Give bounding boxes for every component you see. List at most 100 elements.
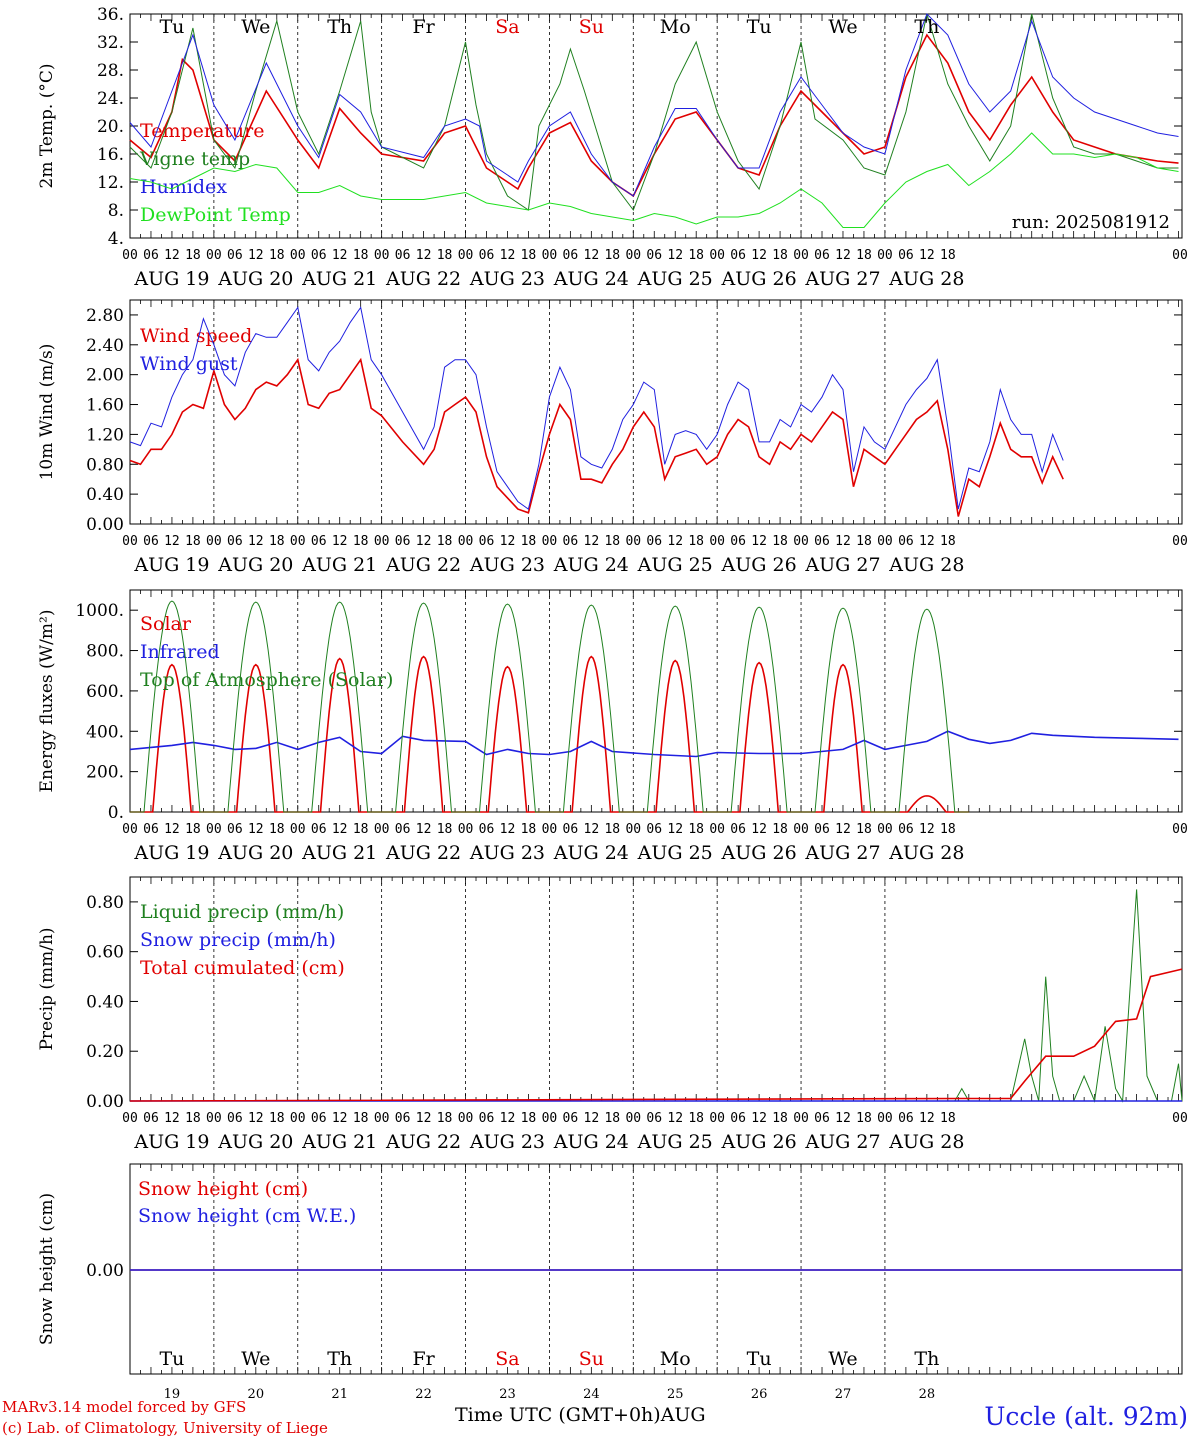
y-tick-label: 8.: [108, 201, 124, 221]
hour-tick-label: 12: [919, 534, 935, 549]
day-name-label: We: [241, 1348, 270, 1370]
hour-tick-label: 18: [521, 1111, 537, 1126]
hour-tick-label: 18: [353, 1111, 369, 1126]
legend-item: Top of Atmosphere (Solar): [140, 669, 393, 691]
hour-tick-label: 06: [311, 1111, 327, 1126]
legend-item: Total cumulated (cm): [140, 957, 345, 979]
hour-tick-label: 06: [227, 534, 243, 549]
series-line-total-cumulated-cm-: [129, 968, 1183, 1102]
date-label: AUG 21: [301, 554, 377, 576]
y-axis-label: Precip (mm/h): [37, 927, 57, 1050]
date-label: AUG 26: [721, 1131, 797, 1153]
date-label: AUG 21: [301, 1131, 377, 1153]
hour-tick-label: 06: [311, 534, 327, 549]
hour-tick-label: 00: [625, 822, 641, 837]
date-label: AUG 22: [385, 842, 461, 864]
legend-item: Snow height (cm W.E.): [138, 1205, 356, 1227]
hour-tick-label: 12: [500, 822, 516, 837]
hour-tick-label: 06: [814, 1111, 830, 1126]
day-name-label: Th: [327, 16, 352, 38]
hour-tick-label: 06: [311, 822, 327, 837]
date-label: AUG 21: [301, 842, 377, 864]
hour-tick-label: 18: [604, 822, 620, 837]
run-label: run: 2025081912: [1012, 212, 1170, 233]
hour-tick-label: 12: [667, 248, 683, 263]
hour-tick-label: 06: [227, 248, 243, 263]
hour-tick-label: 12: [332, 822, 348, 837]
hour-tick-label: 00: [122, 1111, 138, 1126]
hour-tick-label: 18: [269, 822, 285, 837]
legend-item: Wind gust: [140, 353, 238, 375]
y-tick-label: 0.80: [86, 455, 124, 475]
hour-tick-label: 06: [311, 248, 327, 263]
y-tick-label: 36.: [97, 5, 124, 25]
hour-tick-label: 00: [793, 822, 809, 837]
hour-tick-label: 06: [898, 534, 914, 549]
hour-tick-label: 06: [646, 534, 662, 549]
y-tick-label: 600.: [86, 682, 124, 702]
day-name-label: We: [828, 16, 857, 38]
date-label: AUG 23: [469, 1131, 545, 1153]
date-label: AUG 23: [469, 554, 545, 576]
hour-tick-label: 18: [688, 1111, 704, 1126]
hour-tick-label: 18: [772, 822, 788, 837]
hour-tick-label: 18: [772, 248, 788, 263]
hour-tick-label: 06: [814, 822, 830, 837]
series-line-dewpoint-temp: [129, 132, 1179, 228]
hour-tick-label: 12: [164, 1111, 180, 1126]
legend-item: Vigne temp: [139, 148, 250, 170]
day-number-label: 28: [919, 1387, 936, 1402]
hour-tick-label: 12: [248, 1111, 264, 1126]
series-line-top-of-atmosphere-solar-: [130, 600, 969, 813]
date-label: AUG 28: [888, 268, 964, 290]
hour-tick-label: 18: [604, 534, 620, 549]
hour-tick-label: 06: [563, 1111, 579, 1126]
hour-tick-label: 12: [667, 534, 683, 549]
hour-tick-label: 00: [542, 248, 558, 263]
hour-tick-label: 06: [646, 1111, 662, 1126]
day-number-label: 21: [331, 1387, 348, 1402]
hour-tick-label: 00: [709, 822, 725, 837]
hour-tick-label: 18: [940, 248, 956, 263]
day-name-label: Tu: [747, 1348, 772, 1370]
date-label: AUG 21: [301, 268, 377, 290]
date-label: AUG 19: [133, 842, 209, 864]
hour-tick-label: 18: [437, 534, 453, 549]
hour-tick-label: 12: [416, 1111, 432, 1126]
hour-tick-label: 06: [730, 248, 746, 263]
day-name-label: Tu: [747, 16, 772, 38]
hour-tick-label: 18: [940, 822, 956, 837]
hour-tick-label: 00: [709, 534, 725, 549]
hour-tick-label: 12: [835, 248, 851, 263]
day-name-label: Mo: [660, 16, 691, 38]
date-label: AUG 25: [637, 268, 713, 290]
legend-item: Temperature: [140, 120, 264, 142]
plot-frame: [129, 299, 1183, 525]
date-label: AUG 24: [553, 842, 629, 864]
hour-tick-label: 00: [1172, 248, 1188, 263]
chart-panel-5: 0.00 Snow height (cm) Snow height (cm) Snow…: [37, 1163, 1183, 1402]
hour-tick-label: 18: [856, 534, 872, 549]
day-name-label: Th: [914, 16, 939, 38]
hour-tick-label: 18: [940, 1111, 956, 1126]
y-tick-label: 0.00: [86, 1261, 124, 1281]
hour-tick-label: 06: [814, 248, 830, 263]
y-tick-label: 0.: [108, 803, 124, 823]
hour-tick-label: 12: [835, 1111, 851, 1126]
date-label: AUG 22: [385, 554, 461, 576]
y-tick-label: 0.00: [86, 1092, 124, 1112]
plot-frame: [129, 589, 1183, 813]
hour-tick-label: 12: [332, 534, 348, 549]
day-name-label: We: [828, 1348, 857, 1370]
date-label: AUG 22: [385, 1131, 461, 1153]
y-tick-label: 1.20: [86, 425, 124, 445]
y-tick-label: 0.20: [86, 1042, 124, 1062]
hour-tick-label: 18: [604, 248, 620, 263]
station-label: Uccle (alt. 92m): [984, 1402, 1188, 1431]
hour-tick-label: 00: [625, 248, 641, 263]
y-tick-label: 2.80: [86, 306, 124, 326]
date-label: AUG 27: [804, 1131, 880, 1153]
hour-tick-label: 12: [667, 1111, 683, 1126]
hour-tick-label: 18: [856, 248, 872, 263]
hour-tick-label: 12: [835, 822, 851, 837]
